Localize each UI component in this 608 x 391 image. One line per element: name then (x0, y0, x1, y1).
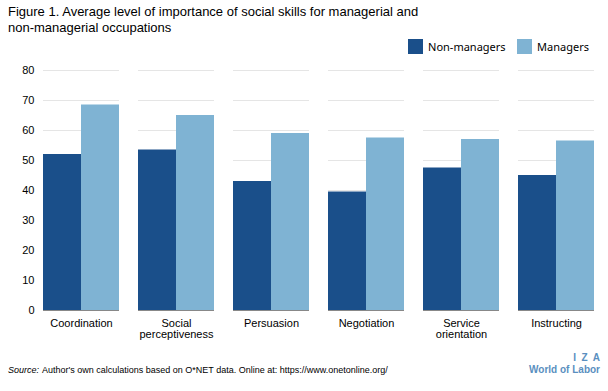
svg-text:Serviceorientation: Serviceorientation (436, 317, 487, 340)
html-text:World of Labor: World of Labor (529, 364, 600, 375)
html-text:Managers: Managers (537, 38, 589, 54)
html-text:I Z A: I Z A (573, 352, 600, 363)
html-text:Source: Author's own calculati: Source: Author's own calculations based … (8, 365, 388, 375)
html-text:Figure 1. Average level of imp: Figure 1. Average level of importance of… (8, 4, 419, 35)
svg-text:0: 0 (28, 304, 34, 316)
svg-text:30: 30 (22, 214, 34, 226)
svg-text:Persuasion: Persuasion (244, 317, 299, 329)
svg-text:Socialperceptiveness: Socialperceptiveness (140, 317, 214, 340)
svg-text:40: 40 (22, 184, 34, 196)
svg-text:Instructing: Instructing (531, 317, 582, 329)
svg-text:Negotiation: Negotiation (339, 317, 395, 329)
html-text:Non-managers: Non-managers (428, 38, 506, 54)
svg-text:60: 60 (22, 124, 34, 136)
svg-text:20: 20 (22, 244, 34, 256)
svg-text:80: 80 (22, 64, 34, 76)
svg-text:Coordination: Coordination (50, 317, 112, 329)
svg-text:70: 70 (22, 94, 34, 106)
svg-text:10: 10 (22, 274, 34, 286)
svg-text:50: 50 (22, 154, 34, 166)
